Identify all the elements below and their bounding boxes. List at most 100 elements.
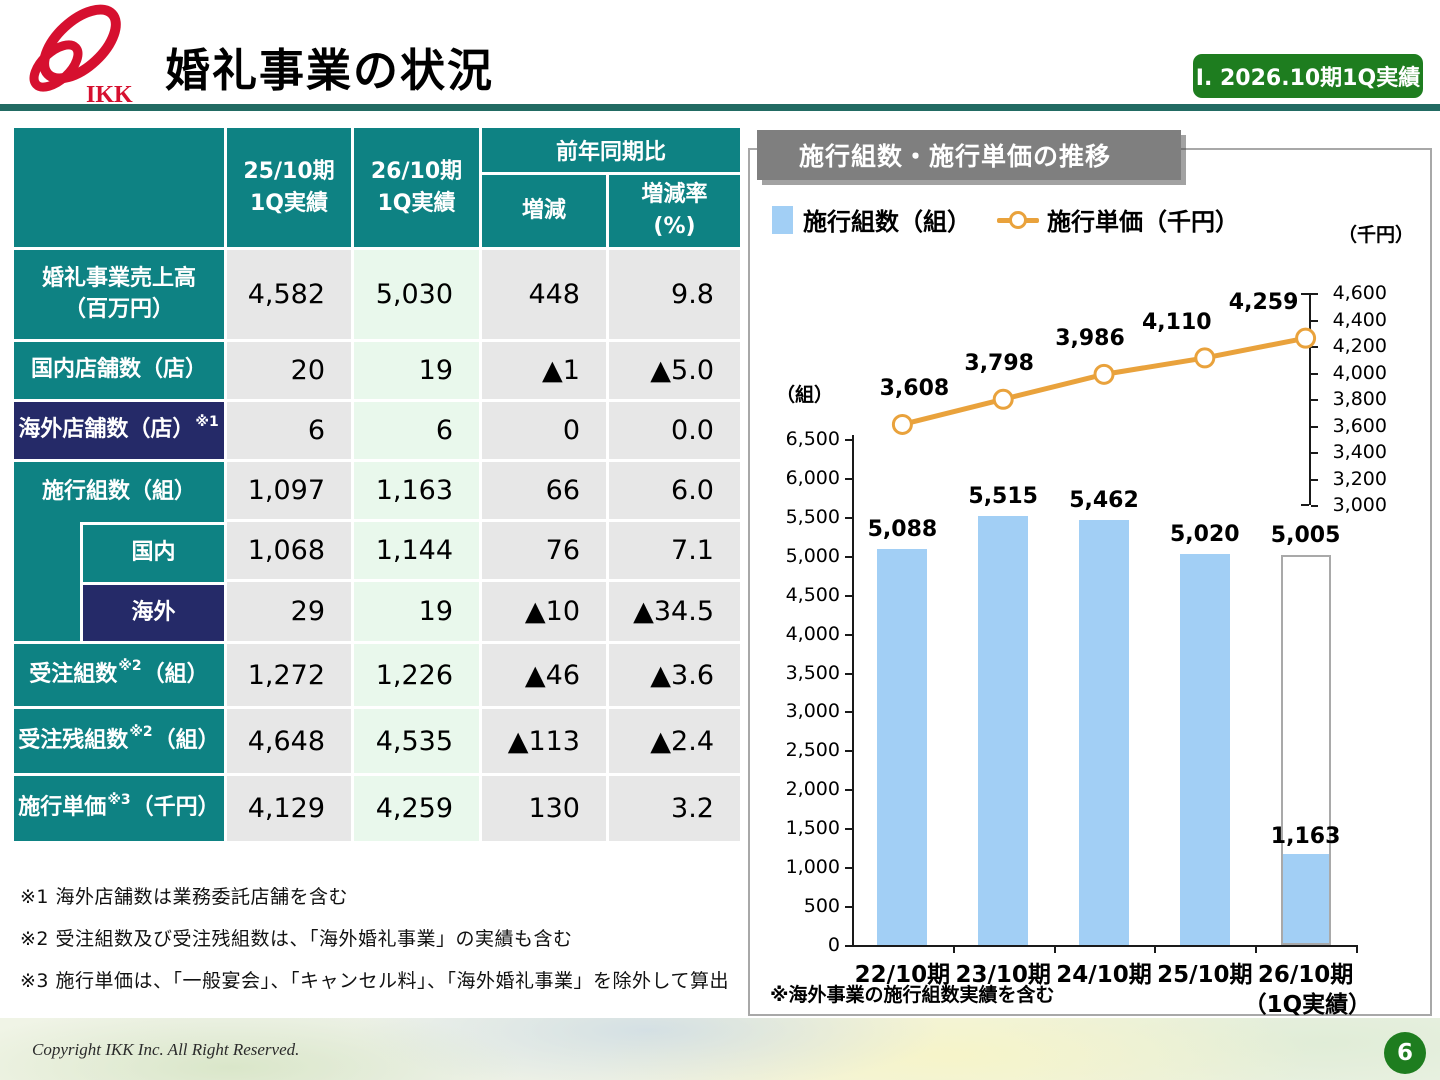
table-cell: 76 [482,522,609,582]
right-axis-tick-label: 3,200 [1332,467,1387,490]
bar [1079,519,1129,945]
line-legend-label: 施行単価（千円） [1047,208,1239,236]
right-axis-tick-label: 3,800 [1332,388,1387,410]
right-axis-tick [1311,425,1318,428]
table-cell: 1,226 [354,644,482,709]
footnote-item: ※1 海外店舗数は業務委託店舗を含む [20,886,349,908]
table-cell: 4,259 [354,776,482,844]
col-header-26-10: 26/10期 1Q実績 [354,128,482,250]
right-axis-tick [1311,478,1318,481]
left-axis-tick-label: 5,500 [785,505,840,528]
table-row: 受注組数 ※2 （組） 1,272 1,226 ▲46 ▲3.6 [14,644,740,709]
right-axis-line [1309,293,1311,505]
line-value-label: 3,608 [879,376,950,402]
left-axis-tick [845,594,852,597]
table-cell: 6.0 [609,462,740,522]
table-corner-cell [14,128,227,250]
x-axis-label: 26/10期 [1257,962,1354,988]
table-header: 25/10期 1Q実績 26/10期 1Q実績 前年同期比 増減 増減率 (%) [14,128,740,250]
table-row: 国内店舗数（店） 20 19 ▲1 ▲5.0 [14,342,740,402]
x-axis-tick [1356,945,1358,953]
footnote-item: ※3 施行単価は、「一般宴会」、「キャンセル料」、「海外婚礼事業」を除外して算出 [20,970,729,992]
chart-note: ※海外事業の施行組数実績を含む [770,984,1055,1006]
table-cell: 3.2 [609,776,740,844]
footnote-ref: ※3 [107,791,131,808]
line-point [891,413,913,435]
right-axis-cap [1301,293,1309,295]
chart-legend: 施行組数（組） 施行単価（千円） [772,202,1239,237]
row-label: 受注残組数 ※2 （組） [14,709,227,776]
line-point [1194,347,1216,369]
left-axis-tick [845,672,852,675]
right-axis-cap [1301,504,1309,506]
right-axis-unit: （千円） [1338,224,1415,246]
row-label: 婚礼事業売上高 （百万円） [14,250,227,342]
table-cell: ▲46 [482,644,609,709]
table-cell: ▲1 [482,342,609,402]
table-body: 婚礼事業売上高 （百万円） 4,582 5,030 448 9.8 国内店舗数（店） 20 1… [14,250,740,844]
table-cell: ▲10 [482,582,609,644]
bar-value-label: 5,515 [968,483,1038,509]
row-label: 海外店舗数（店） ※1 [14,402,227,462]
left-axis-tick [845,906,852,909]
footnote-ref: ※1 [195,413,219,430]
footnote-item: ※2 受注組数及び受注残組数は、「海外婚礼事業」の実績も含む [20,928,573,950]
bar [1179,554,1230,945]
x-axis-label: 23/10期 [955,962,1051,988]
line-legend-ring [1009,210,1027,229]
table-cell: 7.1 [609,522,740,582]
footnote-ref: ※2 [129,724,153,741]
bar [877,548,928,945]
table-cell: 66 [482,462,609,522]
plot-area: 0 500 1,000 1,500 2,000 2,500 3,000 3,500 4,000 4… [750,150,1434,1018]
left-axis-tick [845,750,852,753]
left-axis-tick-label: 1,500 [785,817,840,840]
left-axis-tick-label: 2,000 [785,778,840,801]
logo-text: IKK [86,82,133,106]
left-axis-tick [845,789,852,792]
right-axis-tick [1311,293,1318,295]
table-cell: ▲113 [482,709,609,776]
line-value-label: 4,259 [1228,290,1299,316]
row-label-inner: 国内 [80,522,224,582]
table-cell: 9.8 [609,250,740,342]
x-axis-tick [952,945,955,953]
line-point [992,388,1014,410]
row-label: 国内 [14,522,227,582]
right-axis-tick [1311,372,1318,375]
page-title: 婚礼事業の状況 [165,44,495,97]
left-axis-tick [845,711,852,714]
table-cell: 4,582 [227,250,354,342]
line-value-label: 4,110 [1142,309,1212,335]
logo-ring-small [29,40,83,92]
x-axis-label: 25/10期 [1157,962,1253,988]
left-axis-tick [845,516,852,519]
table-cell: 6 [227,402,354,462]
right-axis-tick-label: 4,400 [1332,308,1387,331]
table-row: 施行単価 ※3 （千円） 4,129 4,259 130 3.2 [14,776,740,844]
col-group-yoy: 前年同期比 増減 増減率 (%) [482,128,740,250]
table-cell: 1,272 [227,644,354,709]
line-value-label: 3,986 [1055,326,1125,352]
bar-value-label: 5,462 [1069,487,1139,513]
right-axis-tick-label: 3,400 [1332,441,1387,463]
table-row: 海外店舗数（店） ※1 6 6 0 0.0 [14,402,740,462]
right-axis-tick-label: 3,600 [1332,414,1387,437]
right-axis-tick-label: 3,000 [1332,494,1387,516]
col-header-25-10: 25/10期 1Q実績 [227,128,354,250]
row-label: 施行単価 ※3 （千円） [14,776,227,844]
left-axis-tick-label: 500 [803,895,840,918]
table-cell: ▲3.6 [609,644,740,709]
chart-title-box: 施行組数・施行単価の推移 [757,130,1181,180]
table-cell: 6 [354,402,482,462]
bar-value-label: 5,088 [867,516,938,542]
left-axis-tick-label: 5,000 [785,544,840,567]
right-axis-tick [1311,452,1318,454]
left-axis-tick [845,555,852,558]
table-cell: 4,535 [354,709,482,776]
right-axis-tick-label: 4,600 [1332,282,1387,304]
bar [978,515,1029,945]
row-label: 受注組数 ※2 （組） [14,644,227,709]
table-cell: 0.0 [609,402,740,462]
